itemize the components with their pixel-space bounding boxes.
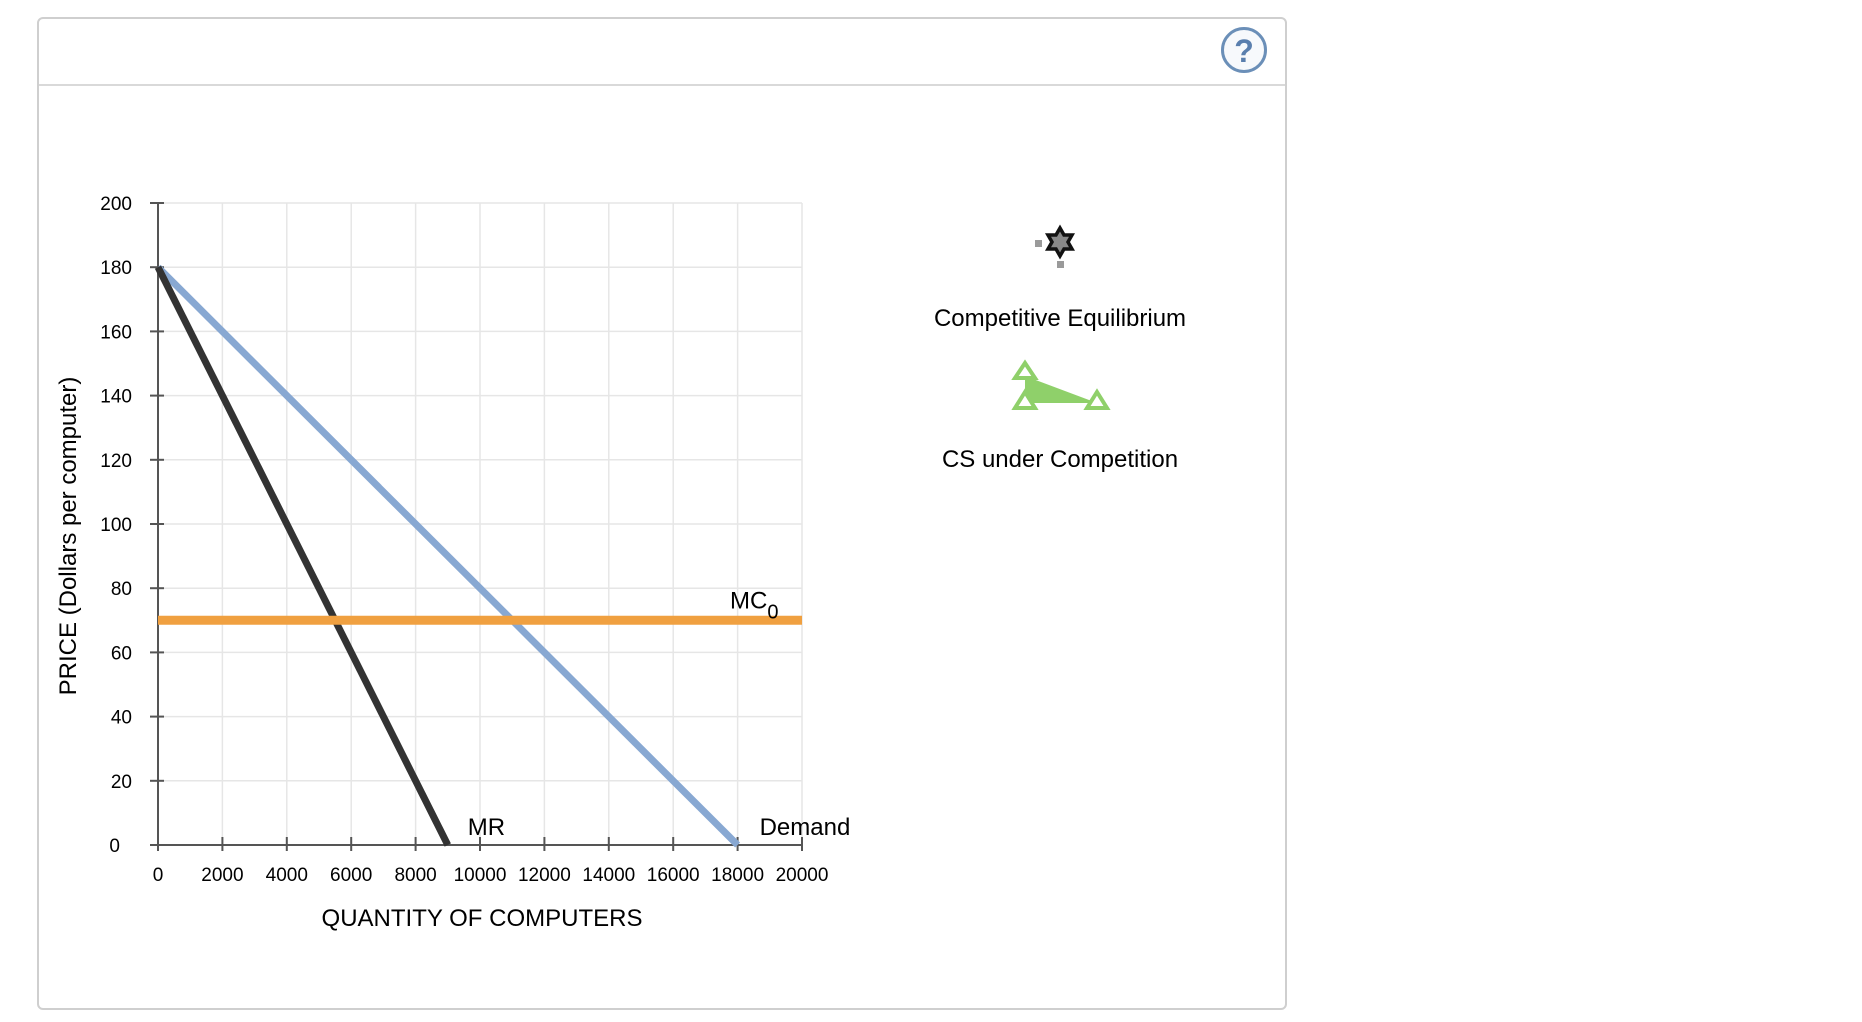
mr-curve[interactable] [154,265,451,847]
y-tick-label: 140 [100,387,132,408]
x-tick-label: 16000 [647,865,700,886]
x-tick-label: 4000 [266,865,308,886]
x-tick-label: 2000 [201,865,243,886]
x-axis-label: QUANTITY OF COMPUTERS [322,905,643,932]
y-tick-label: 160 [100,322,132,343]
x-tick-label: 8000 [394,865,436,886]
mr-label: MR [468,814,505,841]
triangle-area-icon [1011,359,1111,410]
y-tick-label: 0 [109,836,120,857]
panel-header: ? [39,19,1285,86]
x-tick-label: 0 [153,865,164,886]
chart-axes [152,203,802,849]
y-tick-label: 80 [111,579,132,600]
competitive-equilibrium-tool[interactable] [1025,220,1095,272]
x-tick-label: 20000 [776,865,829,886]
chart-ticks: 0 2000 4000 6000 8000 10000 12000 14000 16000 180… [100,194,828,886]
y-tick-label: 100 [100,515,132,536]
cs-under-competition-label: CS under Competition [941,446,1179,473]
star-point-icon [1035,224,1076,268]
competitive-equilibrium-label: Competitive Equilibrium [933,305,1187,332]
help-glyph: ? [1234,33,1254,67]
demand-curve[interactable] [155,264,741,848]
chart-grid [158,202,803,845]
demand-label: Demand [760,814,851,841]
y-tick-label: 60 [111,643,132,664]
x-tick-label: 6000 [330,865,372,886]
x-tick-label: 18000 [711,865,764,886]
y-axis-label: PRICE (Dollars per computer) [55,377,82,696]
y-tick-label: 180 [100,258,132,279]
x-tick-label: 10000 [454,865,507,886]
help-button[interactable]: ? [1221,27,1267,73]
x-tick-label: 12000 [518,865,571,886]
question-circle-icon: ? [1234,33,1254,67]
y-tick-label: 200 [100,194,132,215]
x-tick-label: 14000 [582,865,635,886]
chart-series[interactable] [154,264,802,848]
y-tick-label: 20 [111,772,132,793]
y-tick-label: 120 [100,451,132,472]
cs-under-competition-tool[interactable] [1005,358,1115,414]
y-tick-label: 40 [111,708,132,729]
